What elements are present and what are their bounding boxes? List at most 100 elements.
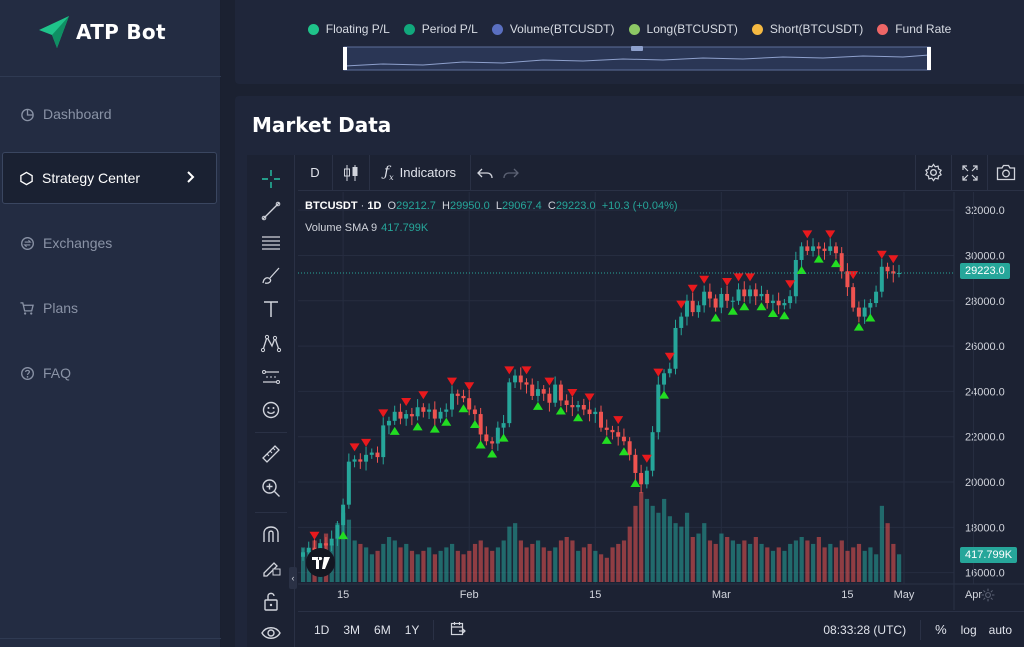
zoom-in-icon[interactable] [257, 474, 285, 502]
legend-item-fund-rate[interactable]: Fund Rate [877, 22, 951, 36]
volume-bar [765, 547, 770, 582]
candle-body [673, 327, 678, 369]
trend-line-icon[interactable] [257, 197, 285, 225]
candle-body [696, 305, 701, 313]
volume-bar [816, 537, 821, 582]
lock-drawing-icon[interactable] [257, 553, 285, 581]
candle-body [432, 409, 437, 419]
logo[interactable]: ATP Bot [37, 13, 166, 51]
goto-date-icon[interactable] [450, 621, 467, 639]
slider-move-handle[interactable] [631, 46, 643, 51]
candle-body [707, 291, 712, 299]
collapse-toolbar-button[interactable]: ‹ [289, 567, 297, 589]
volume-bar [335, 523, 340, 582]
range-6m[interactable]: 6M [374, 622, 391, 637]
volume-bar [484, 547, 489, 582]
candle-body [507, 382, 512, 424]
long-signal-marker [412, 422, 423, 431]
legend: Floating P/L Period P/L Volume(BTCUSDT) … [235, 22, 1024, 36]
brush-icon[interactable] [257, 261, 285, 289]
ruler-icon[interactable] [257, 440, 285, 468]
candle-body [386, 420, 391, 426]
short-signal-marker [722, 277, 733, 286]
volume-bar [386, 537, 392, 582]
range-3m[interactable]: 3M [343, 622, 361, 637]
volume-bar [690, 537, 695, 582]
eye-icon[interactable] [257, 619, 285, 647]
candle-body [369, 452, 374, 455]
legend-item-short[interactable]: Short(BTCUSDT) [751, 22, 863, 36]
volume-bar [352, 540, 357, 582]
interval-button[interactable]: D [298, 155, 332, 191]
datazoom-slider[interactable] [343, 46, 931, 71]
price-chart[interactable]: 32000.0 30000.0 28000.0 26000.0 24000.0 22000… [298, 192, 1024, 610]
candle-body [593, 411, 598, 415]
volume-bar [427, 547, 432, 582]
range-1d[interactable]: 1D [314, 622, 330, 637]
nav-item-faq[interactable]: FAQ [0, 347, 221, 399]
measure-range-icon[interactable] [257, 363, 285, 391]
high-label: H [442, 200, 450, 212]
volume-bar [461, 554, 466, 582]
settings-gear-icon[interactable] [916, 155, 951, 191]
candle-type-icon[interactable] [333, 155, 369, 191]
tradingview-logo-icon[interactable] [306, 548, 335, 577]
volume-bar [856, 543, 862, 582]
fib-retracement-icon[interactable] [257, 229, 285, 257]
toolbar-separator [332, 154, 333, 191]
nav-item-strategy-center[interactable]: Strategy Center [2, 152, 217, 204]
range-1y[interactable]: 1Y [404, 622, 420, 637]
auto-toggle[interactable]: auto [988, 622, 1012, 637]
log-toggle[interactable]: log [960, 622, 977, 637]
volume-bar [524, 547, 529, 582]
legend-item-long[interactable]: Long(BTCUSDT) [628, 22, 738, 36]
utc-clock[interactable]: 08:33:28 (UTC) [823, 622, 907, 637]
candle-body [736, 289, 741, 301]
fullscreen-icon[interactable] [952, 155, 987, 191]
axis-settings-icon[interactable] [980, 587, 998, 605]
crosshair-icon[interactable] [257, 165, 285, 193]
function-icon: ƒx [383, 163, 394, 182]
candle-body [518, 375, 523, 383]
nav-item-exchanges[interactable]: Exchanges [0, 217, 221, 269]
candle-body [341, 504, 346, 526]
pattern-icon[interactable] [257, 329, 285, 357]
camera-icon[interactable] [988, 155, 1024, 191]
legend-item-volume[interactable]: Volume(BTCUSDT) [491, 22, 615, 36]
slider-handle-left[interactable] [343, 47, 347, 70]
candle-body [570, 404, 575, 408]
volume-bar [839, 540, 844, 582]
candle-body [851, 287, 856, 308]
legend-item-period-pl[interactable]: Period P/L [403, 22, 478, 36]
short-signal-marker [676, 300, 687, 309]
nav-item-dashboard[interactable]: Dashboard [0, 88, 221, 140]
chart-bottom-bar: 1D 3M 6M 1Y 08:33:28 (UTC) % log auto [298, 611, 1024, 647]
volume-bar [868, 547, 873, 582]
candle-body [501, 423, 506, 428]
short-signal-marker [641, 454, 652, 463]
redo-icon[interactable] [499, 155, 523, 191]
slider-handle-right[interactable] [927, 47, 931, 70]
nav-item-plans[interactable]: Plans [0, 282, 221, 334]
candle-body [329, 538, 334, 546]
candle-body [753, 289, 758, 297]
candle-body [467, 398, 472, 410]
percent-toggle[interactable]: % [935, 622, 947, 637]
text-tool-icon[interactable] [257, 295, 285, 323]
emoji-icon[interactable] [257, 396, 285, 424]
close-value: 29223.0 [555, 200, 596, 212]
undo-icon[interactable] [471, 155, 499, 191]
volume-bar [444, 547, 449, 582]
open-label: O [387, 200, 397, 212]
indicators-button[interactable]: ƒx Indicators [370, 155, 470, 191]
candle-body [897, 273, 901, 275]
magnet-icon[interactable] [257, 520, 285, 548]
volume-bar [759, 543, 764, 582]
volume-bar [828, 543, 833, 582]
volume-bar [564, 537, 569, 582]
candle-body [301, 552, 305, 557]
short-signal-marker [401, 398, 412, 407]
short-signal-marker [349, 443, 360, 452]
legend-item-floating-pl[interactable]: Floating P/L [307, 22, 390, 36]
unlock-icon[interactable] [257, 587, 285, 615]
